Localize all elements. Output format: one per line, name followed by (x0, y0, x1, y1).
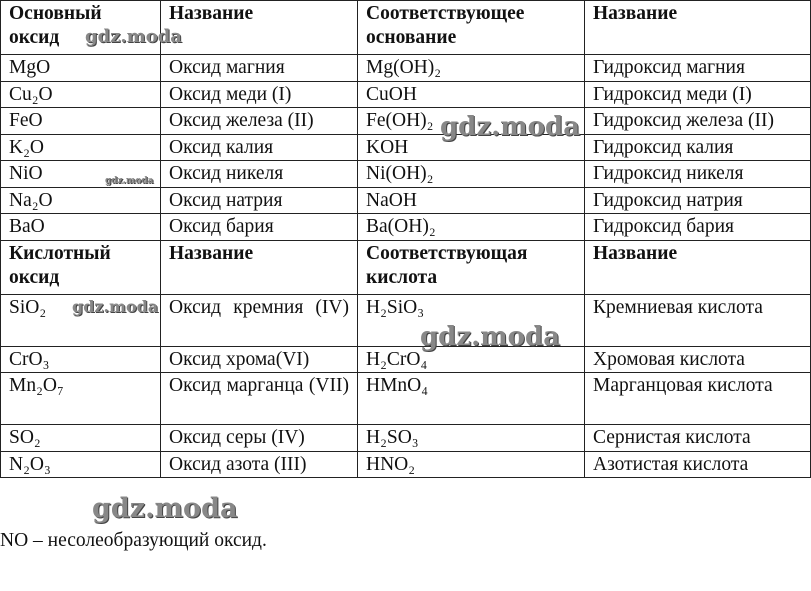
watermark: gdz.moda (92, 493, 238, 524)
table-cell: K₂O (0, 133, 161, 161)
table-cell: Оксид бария (160, 213, 358, 241)
table-row: NiO Оксид никеля Ni(OH)₂ Гидроксид никеля (0, 160, 811, 188)
table-cell: Сернистая кислота (584, 424, 811, 452)
acidic-oxides-header-row: Кислотный оксид Название Соответствующая к… (0, 239, 811, 295)
table-row: FeO Оксид железа (II) Fe(OH)₂ Гидроксид жел… (0, 107, 811, 135)
table-cell: Mg(OH)₂ (357, 54, 585, 82)
table-cell: Cu₂O (0, 80, 161, 108)
table-cell: Оксид марганца (VII) (160, 372, 358, 425)
table-cell: SiO₂ (0, 293, 161, 347)
table-cell: Гидроксид бария (584, 213, 811, 241)
table-cell: Оксид железа (II) (160, 107, 358, 135)
table-cell: Оксид калия (160, 133, 358, 161)
table-cell: H₂SiO₃ (357, 293, 585, 347)
basic-oxides-header-row: Основный оксид Название Соответствующее ос… (0, 0, 811, 55)
table-row: BaO Оксид бария Ba(OH)₂ Гидроксид бария (0, 213, 811, 241)
table-row: Mn₂O₇ Оксид марганца (VII) HMnO₄ Марганцова… (0, 372, 811, 425)
oxides-table: Основный оксид Название Соответствующее ос… (0, 0, 811, 478)
table-cell: Оксид натрия (160, 186, 358, 214)
column-header: Соответствующая кислота (357, 239, 585, 295)
column-header: Соответствующее основание (357, 0, 585, 55)
table-cell: MgO (0, 54, 161, 82)
table-cell: Гидроксид калия (584, 133, 811, 161)
table-cell: Марганцовая кислота (584, 372, 811, 425)
column-header: Название (584, 239, 811, 295)
footnote: NO – несолеобразующий оксид. (0, 530, 267, 551)
table-cell: Оксид серы (IV) (160, 424, 358, 452)
table-row: SiO₂ Оксид кремния (IV) H₂SiO₃ Кремниевая к… (0, 293, 811, 347)
table-cell: Гидроксид натрия (584, 186, 811, 214)
table-row: Cu₂O Оксид меди (I) CuOH Гидроксид меди (I) (0, 80, 811, 108)
table-cell: Fe(OH)₂ (357, 107, 585, 135)
table-cell: Mn₂O₇ (0, 372, 161, 425)
column-header: Кислотный оксид (0, 239, 161, 295)
table-cell: Оксид азота (III) (160, 450, 358, 478)
column-header: Название (160, 0, 358, 55)
table-cell: Na₂O (0, 186, 161, 214)
table-cell: N₂O₃ (0, 450, 161, 478)
table-cell: NaOH (357, 186, 585, 214)
table-cell: Оксид кремния (IV) (160, 293, 358, 347)
table-cell: HMnO₄ (357, 372, 585, 425)
table-cell: Кремниевая кислота (584, 293, 811, 347)
table-cell: Оксид меди (I) (160, 80, 358, 108)
table-row: MgO Оксид магния Mg(OH)₂ Гидроксид магния (0, 54, 811, 82)
table-row: CrO₃ Оксид хрома(VI) H₂CrO₄ Хромовая кислот… (0, 345, 811, 373)
table-cell: Ni(OH)₂ (357, 160, 585, 188)
column-header: Название (160, 239, 358, 295)
table-row: Na₂O Оксид натрия NaOH Гидроксид натрия (0, 186, 811, 214)
table-cell: H₂SO₃ (357, 424, 585, 452)
table-cell: SO₂ (0, 424, 161, 452)
column-header: Название (584, 0, 811, 55)
table-cell: FeO (0, 107, 161, 135)
table-cell: Гидроксид железа (II) (584, 107, 811, 135)
table-cell: Оксид хрома(VI) (160, 345, 358, 373)
table-cell: Азотистая кислота (584, 450, 811, 478)
table-cell: Гидроксид магния (584, 54, 811, 82)
table-cell: Оксид магния (160, 54, 358, 82)
table-cell: Гидроксид меди (I) (584, 80, 811, 108)
table-cell: BaO (0, 213, 161, 241)
table-cell: Ba(OH)₂ (357, 213, 585, 241)
table-cell: H₂CrO₄ (357, 345, 585, 373)
table-cell: Оксид никеля (160, 160, 358, 188)
table-cell: CrO₃ (0, 345, 161, 373)
table-cell: KOH (357, 133, 585, 161)
table-cell: NiO (0, 160, 161, 188)
table-cell: CuOH (357, 80, 585, 108)
table-cell: Хромовая кислота (584, 345, 811, 373)
table-cell: HNO₂ (357, 450, 585, 478)
table-row: SO₂ Оксид серы (IV) H₂SO₃ Сернистая кислота (0, 424, 811, 452)
column-header: Основный оксид (0, 0, 161, 55)
table-row: K₂O Оксид калия KOH Гидроксид калия (0, 133, 811, 161)
table-row: N₂O₃ Оксид азота (III) HNO₂ Азотистая кисло… (0, 450, 811, 478)
table-cell: Гидроксид никеля (584, 160, 811, 188)
